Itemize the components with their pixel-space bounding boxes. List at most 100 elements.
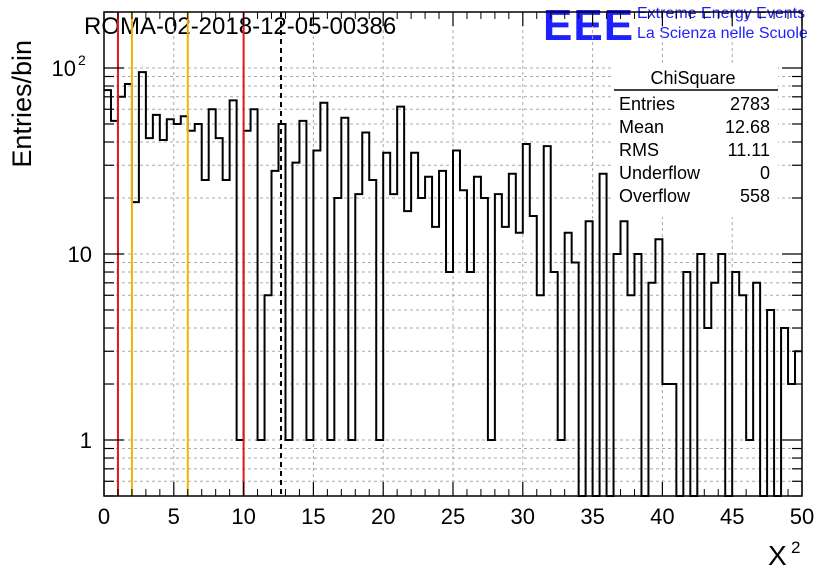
stats-value-overflow: 558	[740, 186, 770, 206]
histogram-bin	[467, 272, 474, 496]
x-tick-label: 15	[301, 504, 325, 529]
histogram-bin	[558, 440, 565, 496]
histogram-bin	[202, 180, 209, 496]
histogram-bin	[320, 103, 327, 496]
histogram-bin	[174, 124, 181, 496]
histogram-bin	[614, 254, 621, 496]
x-tick-label: 10	[231, 504, 255, 529]
y-axis-label: Entries/bin	[7, 40, 37, 168]
histogram-bin	[697, 254, 704, 496]
x-tick-label: 20	[371, 504, 395, 529]
histogram-bin	[418, 198, 425, 496]
histogram-bin	[634, 254, 641, 496]
histogram-bin	[795, 351, 802, 496]
stats-value-mean: 12.68	[725, 117, 770, 137]
x-axis-label-base: X	[768, 540, 787, 571]
x-tick-label: 0	[98, 504, 110, 529]
stats-label-entries: Entries	[619, 94, 675, 114]
histogram-bin	[621, 221, 628, 496]
y-tick-label-exponent: 2	[78, 52, 86, 68]
histogram-bin	[565, 233, 572, 496]
histogram-bin	[425, 177, 432, 496]
histogram-bin	[781, 328, 788, 496]
histogram-bin	[453, 151, 460, 496]
x-tick-label: 40	[650, 504, 674, 529]
histogram-bin	[341, 118, 348, 496]
x-tick-label: 45	[720, 504, 744, 529]
stats-value-entries: 2783	[730, 94, 770, 114]
histogram-bin	[258, 440, 265, 496]
histogram-bin	[718, 254, 725, 496]
histogram-bin	[711, 283, 718, 496]
histogram-bin	[669, 384, 676, 496]
histogram-bin	[488, 440, 495, 496]
histogram-bin	[230, 100, 237, 496]
histogram-bin	[474, 177, 481, 496]
histogram-bin	[209, 109, 216, 496]
histogram-bin	[495, 194, 502, 496]
x-axis-label-superscript: 2	[791, 538, 800, 557]
logo-mark: EEE	[543, 1, 634, 50]
histogram-outline	[104, 71, 802, 497]
histogram-bin	[125, 84, 132, 496]
histogram-bin	[509, 174, 516, 496]
histogram-bin	[139, 72, 146, 496]
x-tick-label: 50	[790, 504, 814, 529]
histogram-bin	[132, 202, 139, 496]
histogram-bin	[662, 384, 669, 496]
histogram-bin	[600, 174, 607, 496]
histogram-bin	[195, 124, 202, 496]
histogram-bin	[704, 328, 711, 496]
y-tick-label: 10	[68, 242, 92, 267]
stats-label-rms: RMS	[619, 140, 659, 160]
histogram-bin	[216, 138, 223, 496]
histogram-bin	[739, 295, 746, 496]
x-tick-label: 25	[441, 504, 465, 529]
histogram-bin	[586, 221, 593, 496]
stats-value-underflow: 0	[760, 163, 770, 183]
histogram-bin	[251, 109, 258, 496]
histogram-bin	[523, 144, 530, 496]
histogram-bin	[160, 140, 167, 496]
histogram-bin	[292, 163, 299, 496]
stats-label-mean: Mean	[619, 117, 664, 137]
histogram-bin	[181, 116, 188, 496]
histogram-bin	[299, 121, 306, 496]
histogram-bin	[313, 151, 320, 496]
histogram-bin	[237, 440, 244, 496]
histogram-bin	[446, 272, 453, 496]
histogram-bin	[265, 295, 272, 496]
histogram-bin	[537, 295, 544, 496]
histogram-bin	[746, 440, 753, 496]
logo-line-1: Extreme Energy Events	[637, 5, 805, 22]
histogram-bin	[146, 138, 153, 496]
histogram-bin	[572, 263, 579, 496]
histogram-bin	[502, 227, 509, 496]
histogram-bin	[628, 295, 635, 496]
histogram-bin	[411, 153, 418, 496]
histogram-bin	[167, 119, 174, 496]
histogram-bin	[355, 194, 362, 496]
histogram-bin	[272, 171, 279, 496]
histogram-bin	[432, 227, 439, 496]
histogram-bin	[390, 194, 397, 496]
histogram-bin	[244, 131, 251, 496]
x-tick-label: 30	[511, 504, 535, 529]
y-tick-label: 1	[80, 428, 92, 453]
histogram-bin	[362, 132, 369, 496]
histogram-bin	[376, 440, 383, 496]
histogram-bin	[383, 153, 390, 496]
stats-box: ChiSquare Entries 2783 Mean 12.68 RMS 11…	[614, 65, 778, 217]
histogram-bin	[118, 97, 125, 496]
histogram-bin	[327, 440, 334, 496]
stats-value-rms: 11.11	[728, 140, 770, 160]
histogram-bin	[348, 440, 355, 496]
histogram-bin	[481, 198, 488, 496]
histogram-bin	[753, 283, 760, 496]
histogram-bin	[223, 180, 230, 496]
logo-line-2: La Scienza nelle Scuole	[637, 25, 808, 42]
histogram-bin	[767, 310, 774, 496]
histogram-bin	[655, 239, 662, 496]
